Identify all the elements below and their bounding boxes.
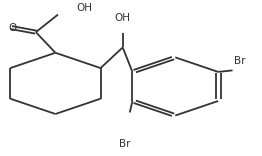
- Text: OH: OH: [114, 13, 130, 23]
- Text: O: O: [8, 22, 17, 33]
- Text: Br: Br: [119, 139, 130, 149]
- Text: OH: OH: [76, 3, 92, 13]
- Text: Br: Br: [234, 56, 245, 66]
